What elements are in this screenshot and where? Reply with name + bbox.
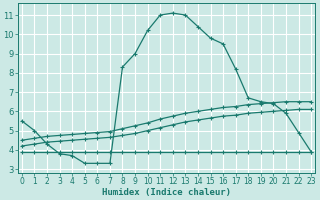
X-axis label: Humidex (Indice chaleur): Humidex (Indice chaleur): [102, 188, 231, 197]
